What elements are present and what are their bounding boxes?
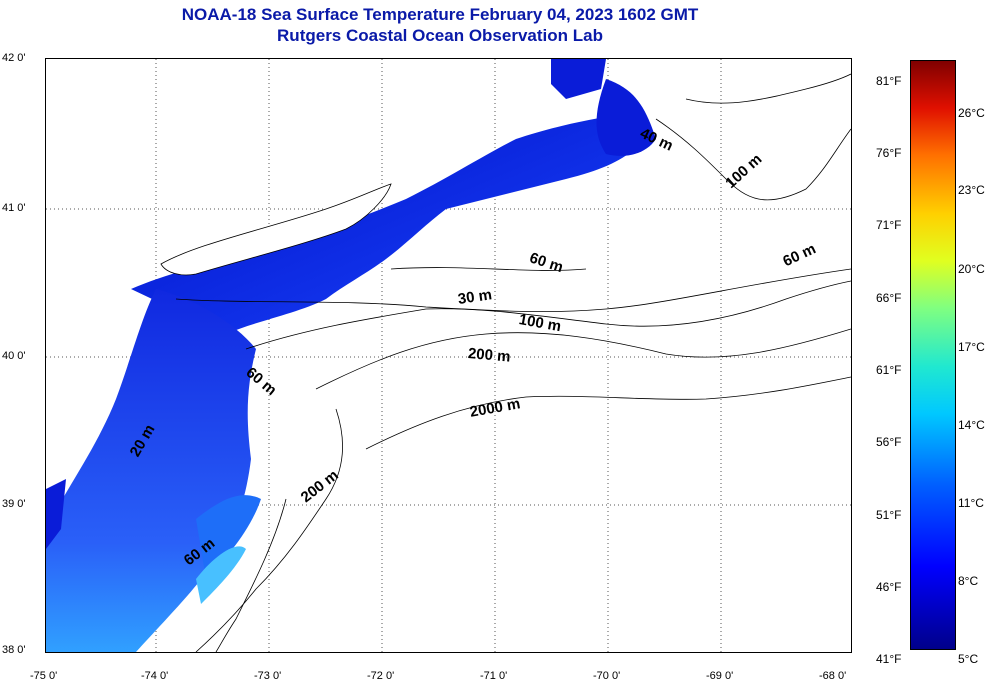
lon-label: -68 0' — [819, 670, 847, 682]
lat-label: 42 0' — [2, 52, 26, 64]
colorbar-f-label: 71°F — [876, 218, 902, 232]
colorbar-c-label: 20°C — [958, 262, 985, 276]
temperature-colorbar — [910, 60, 956, 650]
lon-label: -72 0' — [367, 670, 395, 682]
lon-label: -69 0' — [706, 670, 734, 682]
colorbar-c-label: 8°C — [958, 574, 979, 588]
contour-label: 200 m — [467, 345, 512, 366]
title-line-2: Rutgers Coastal Ocean Observation Lab — [277, 26, 603, 45]
title-line-1: NOAA-18 Sea Surface Temperature February… — [181, 5, 699, 24]
map-title: NOAA-18 Sea Surface Temperature February… — [0, 4, 880, 46]
lat-label: 41 0' — [2, 202, 26, 214]
colorbar-f-label: 81°F — [876, 74, 902, 88]
lat-label: 40 0' — [2, 350, 26, 362]
bathymetry-contours — [175, 73, 851, 652]
long-island — [160, 183, 392, 276]
colorbar-f-label: 41°F — [876, 652, 902, 666]
map-canvas — [46, 59, 851, 652]
colorbar-c-label: 14°C — [958, 418, 985, 432]
colorbar-f-label: 61°F — [876, 363, 902, 377]
colorbar-f-label: 66°F — [876, 291, 902, 305]
lon-label: -70 0' — [593, 670, 621, 682]
sst-map[interactable]: 60 m 100 m 40 m 60 m 30 m 100 m 200 m 60… — [45, 58, 852, 653]
colorbar-c-label: 23°C — [958, 183, 985, 197]
colorbar-f-label: 46°F — [876, 580, 902, 594]
lat-label: 38 0' — [2, 644, 26, 656]
lon-label: -73 0' — [254, 670, 282, 682]
lon-label: -74 0' — [141, 670, 169, 682]
colorbar-c-label: 5°C — [958, 652, 979, 666]
colorbar-f-label: 56°F — [876, 435, 902, 449]
sst-cold-water — [46, 59, 656, 652]
lon-label: -71 0' — [480, 670, 508, 682]
lat-label: 39 0' — [2, 498, 26, 510]
colorbar-f-label: 51°F — [876, 508, 902, 522]
lon-label: -75 0' — [30, 670, 58, 682]
colorbar-c-label: 17°C — [958, 340, 985, 354]
colorbar-f-label: 76°F — [876, 146, 902, 160]
colorbar-c-label: 26°C — [958, 106, 985, 120]
colorbar-c-label: 11°C — [958, 496, 984, 510]
